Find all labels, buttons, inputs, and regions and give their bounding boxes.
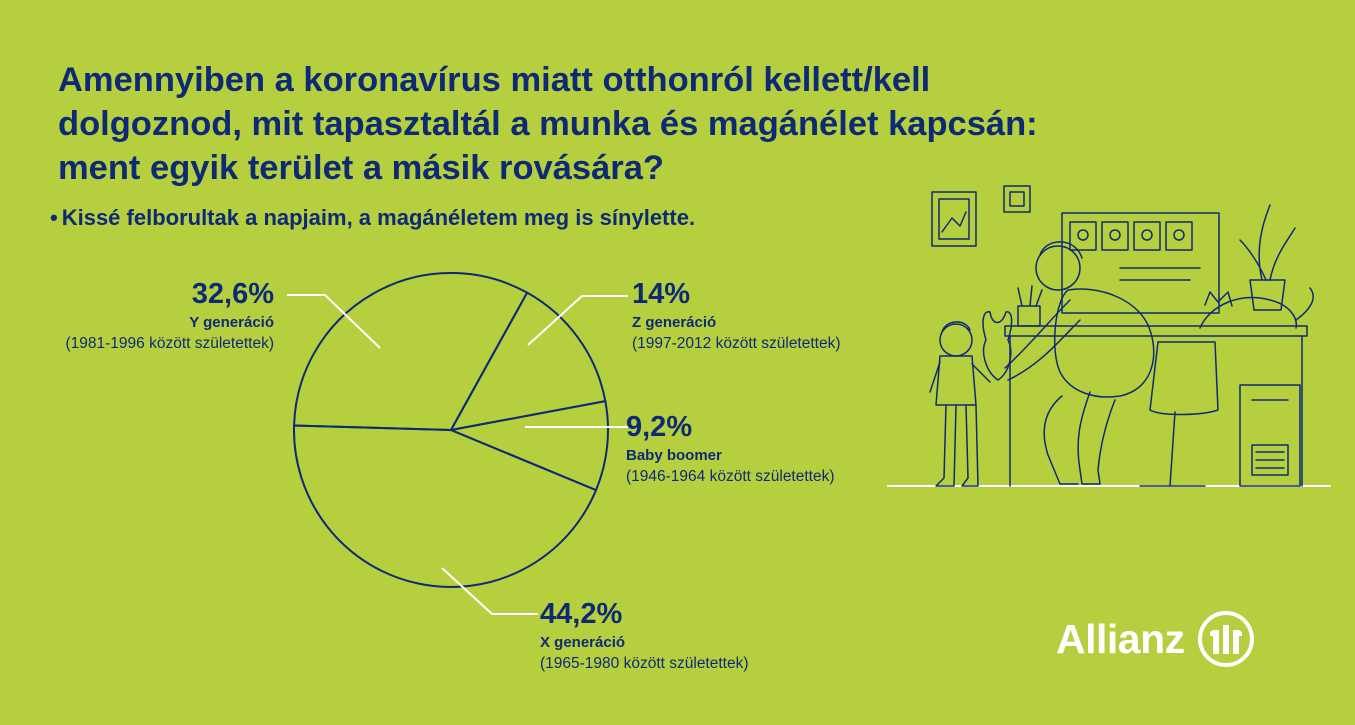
slice-years-x: (1965-1980 között születettek) [540, 654, 749, 672]
pie-slice-y [293, 272, 529, 432]
cat-icon [1199, 287, 1314, 329]
pie-slice-baby-boomer [447, 399, 609, 492]
adult-body [1054, 288, 1155, 398]
chart-title: Amennyiben a koronavírus miatt otthonról… [58, 61, 1038, 187]
slice-value-x: 44,2% [540, 598, 623, 630]
slice-name-boomer: Baby boomer [626, 447, 722, 465]
allianz-eagle-icon [1197, 611, 1254, 667]
pie-slice-x [293, 424, 598, 589]
pencil-cup-icon [1017, 285, 1043, 327]
slice-years-y: (1981-1996 között születettek) [65, 334, 274, 352]
slice-years-boomer: (1946-1964 között születettek) [626, 467, 835, 485]
slice-name-x: X generáció [540, 634, 626, 652]
home-office-illustration [887, 185, 1331, 487]
plant-icon [1249, 279, 1286, 311]
slice-name-z: Z generáció [632, 314, 717, 332]
pie-slice-z [449, 291, 607, 432]
label-y-generation: 32,6% Y generáció (1981-1996 között szül… [65, 278, 274, 352]
label-baby-boomer: 9,2% Baby boomer (1946-1964 között szüle… [626, 411, 835, 485]
chart-subtitle: • Kissé felborultak a napjaim, a magánéle… [50, 205, 695, 231]
label-z-generation: 14% Z generáció (1997-2012 között szület… [632, 278, 841, 352]
child-head [939, 323, 973, 357]
subtitle-text: Kissé felborultak a napjaim, a magánélet… [61, 205, 696, 230]
monitor-icon [1061, 212, 1220, 314]
wall-switch-icon [1003, 185, 1031, 213]
wall-picture-icon [931, 191, 977, 247]
leader-line-y [287, 294, 381, 349]
slice-value-z: 14% [632, 278, 691, 310]
slice-value-y: 32,6% [191, 278, 274, 310]
child-body [935, 355, 979, 487]
pc-tower-icon [1239, 384, 1301, 487]
label-x-generation: 44,2% X generáció (1965-1980 között szül… [540, 598, 749, 672]
leader-line-z [527, 295, 628, 346]
slice-name-y: Y generáció [189, 314, 274, 332]
desk-icon [1004, 325, 1308, 337]
logo-wordmark: Allianz [1056, 615, 1185, 662]
allianz-logo: Allianz [1056, 610, 1255, 668]
slice-years-z: (1997-2012 között születettek) [632, 334, 841, 352]
slice-value-boomer: 9,2% [626, 411, 693, 443]
leader-line-x [441, 567, 538, 615]
adult-head [1035, 245, 1081, 291]
chair-icon [1139, 341, 1219, 487]
teddy-icon [982, 311, 1013, 381]
bullet-icon: • [50, 205, 58, 230]
